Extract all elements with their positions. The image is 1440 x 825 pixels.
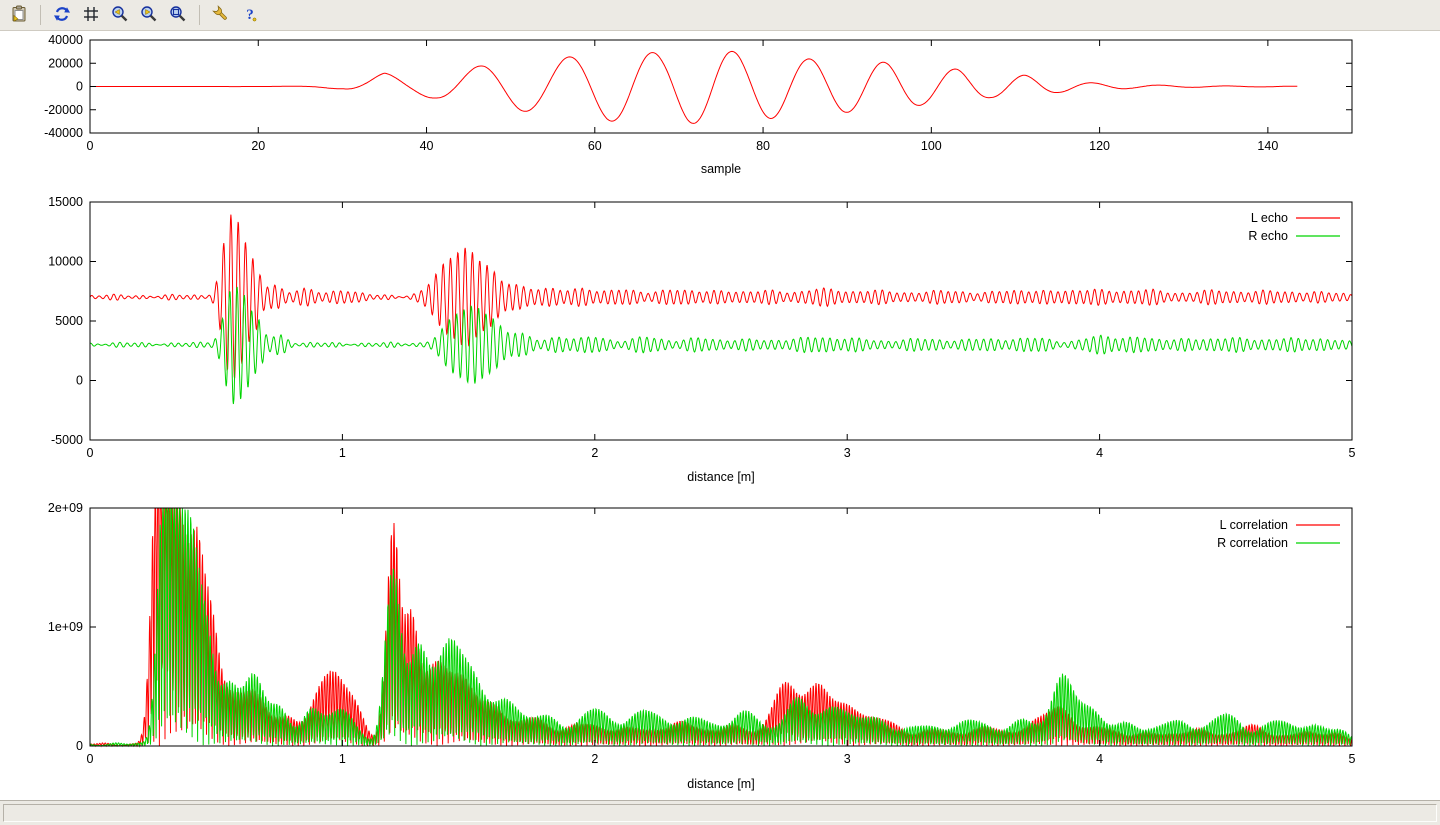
y-tick-label: 0 — [76, 739, 83, 753]
legend-label: R correlation — [1217, 536, 1288, 550]
x-tick-label: 5 — [1349, 446, 1356, 460]
autoscale-button[interactable] — [165, 2, 191, 28]
y-tick-label: 0 — [76, 374, 83, 388]
x-axis-label: distance [m] — [687, 777, 754, 791]
x-tick-label: 0 — [87, 446, 94, 460]
x-tick-label: 20 — [251, 139, 265, 153]
help-icon: ? — [241, 5, 259, 26]
x-tick-label: 1 — [339, 446, 346, 460]
x-tick-label: 0 — [87, 752, 94, 766]
legend-label: R echo — [1248, 229, 1288, 243]
series-line-r-echo — [89, 286, 1353, 405]
y-tick-label: -40000 — [44, 126, 83, 140]
replot-icon — [53, 5, 71, 26]
zoom-previous-icon — [111, 5, 129, 26]
zoom-next-button[interactable] — [136, 2, 162, 28]
series-line-l-echo — [89, 214, 1353, 379]
plots-svg: 0 20 40 60 80 100 120 140-40000-200000200004000… — [44, 33, 1356, 791]
y-tick-label: -5000 — [51, 433, 83, 447]
x-tick-label: 3 — [844, 446, 851, 460]
x-tick-label: 1 — [339, 752, 346, 766]
x-tick-label: 40 — [420, 139, 434, 153]
configure-icon — [212, 4, 230, 26]
legend-label: L echo — [1251, 211, 1288, 225]
status-bar — [0, 800, 1440, 825]
x-tick-label: 4 — [1096, 446, 1103, 460]
y-tick-label: -20000 — [44, 103, 83, 117]
toolbar-separator — [199, 5, 200, 25]
y-tick-label: 0 — [76, 80, 83, 94]
grid-button[interactable] — [78, 2, 104, 28]
y-tick-label: 10000 — [48, 255, 83, 269]
y-tick-label: 40000 — [48, 33, 83, 47]
y-tick-label: 2e+09 — [48, 501, 83, 515]
legend-label: L correlation — [1220, 518, 1288, 532]
x-tick-label: 0 — [87, 139, 94, 153]
help-button[interactable]: ? — [237, 2, 263, 28]
toolbar: ? — [0, 0, 1440, 31]
copy-to-clipboard-icon — [10, 5, 28, 26]
x-tick-label: 5 — [1349, 752, 1356, 766]
x-tick-label: 2 — [591, 752, 598, 766]
y-tick-label: 1e+09 — [48, 620, 83, 634]
copy-to-clipboard-button[interactable] — [6, 2, 32, 28]
replot-button[interactable] — [49, 2, 75, 28]
status-text — [3, 804, 1437, 822]
grid-icon — [82, 5, 100, 26]
toolbar-separator — [40, 5, 41, 25]
series-line-r-correlation — [89, 507, 1353, 748]
y-tick-label: 15000 — [48, 195, 83, 209]
svg-text:?: ? — [246, 7, 254, 23]
chart-2: 0 1 2 3 4 5 0 1e+09 2e+09 distance [m] L correlati… — [48, 501, 1356, 791]
zoom-previous-button[interactable] — [107, 2, 133, 28]
x-tick-label: 4 — [1096, 752, 1103, 766]
plot-border[interactable] — [89, 201, 1353, 441]
x-axis-label: distance [m] — [687, 470, 754, 484]
x-tick-label: 2 — [591, 446, 598, 460]
chart-1: 0 1 2 3 4 5 -5000 0 5000 10000 15000 distance [m] L … — [48, 195, 1355, 484]
x-tick-label: 60 — [588, 139, 602, 153]
configure-button[interactable] — [208, 2, 234, 28]
y-tick-label: 20000 — [48, 56, 83, 70]
x-tick-label: 3 — [844, 752, 851, 766]
y-tick-label: 5000 — [55, 314, 83, 328]
x-tick-label: 100 — [921, 139, 942, 153]
x-tick-label: 120 — [1089, 139, 1110, 153]
zoom-next-icon — [140, 5, 158, 26]
chart-0: 0 20 40 60 80 100 120 140 -40000 -20000 0 20000 4000… — [44, 33, 1353, 176]
x-tick-label: 140 — [1257, 139, 1278, 153]
autoscale-icon — [169, 5, 187, 26]
x-tick-label: 80 — [756, 139, 770, 153]
series-line-pulse — [90, 50, 1298, 124]
x-axis-label: sample — [701, 162, 741, 176]
plot-canvas[interactable]: 0 20 40 60 80 100 120 140 -40000 -20000 0 20000 4000… — [0, 32, 1440, 800]
